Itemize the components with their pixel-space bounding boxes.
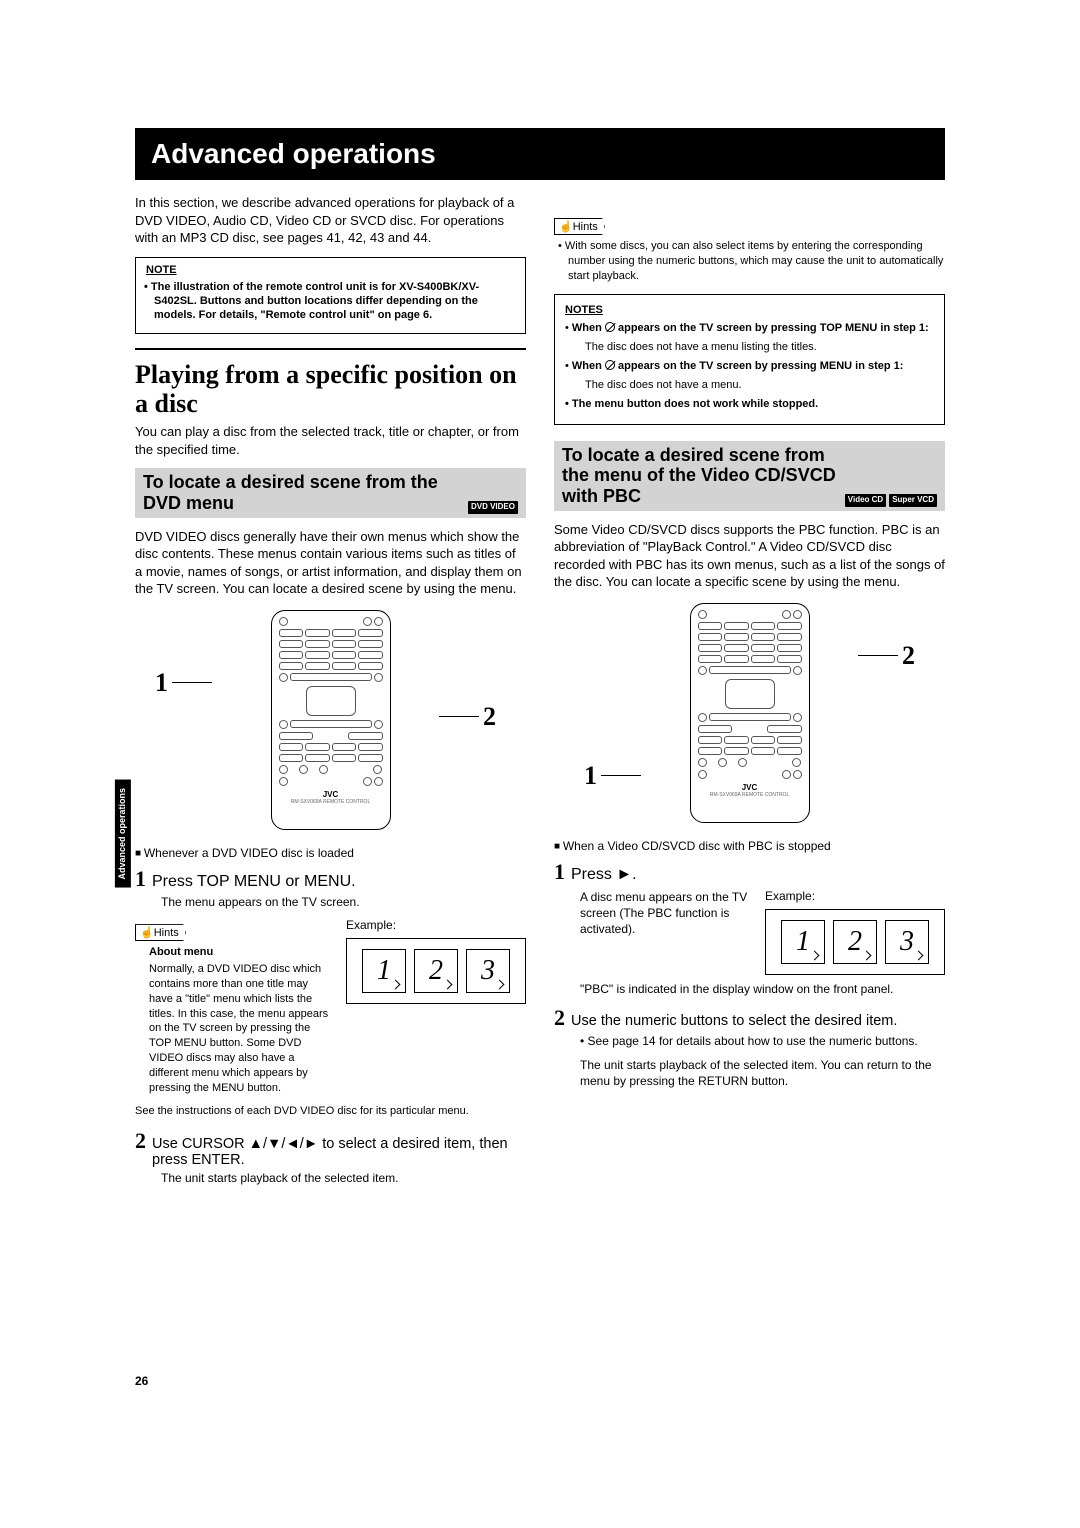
jvc-logo: JVC — [697, 783, 803, 792]
divider — [135, 348, 526, 350]
step-num: 1 — [554, 859, 565, 885]
step-l2: Use CURSOR ▲/▼/◄/► to select a desired i… — [152, 1136, 526, 1168]
h2-sub-left: You can play a disc from the selected tr… — [135, 423, 526, 458]
notes-item: The menu button does not work while stop… — [565, 397, 934, 412]
prohibit-icon — [605, 360, 615, 370]
callout-2: 2 — [483, 702, 496, 732]
subheading-left: To locate a desired scene from the DVD m… — [135, 468, 526, 517]
step-r2-sub2: The unit starts playback of the selected… — [580, 1057, 945, 1089]
notes-item: When appears on the TV screen by pressin… — [565, 359, 934, 374]
step-r1: Press ►. — [571, 866, 637, 884]
example-box: 1 2 3 — [765, 909, 945, 975]
example-cell: 3 — [466, 949, 510, 993]
notes-box: NOTES When appears on the TV screen by p… — [554, 294, 945, 425]
subheading-right: To locate a desired scene from the menu … — [554, 441, 945, 511]
remote-model: RM-SXV069A REMOTE CONTROL — [697, 792, 803, 798]
subheading-text: To locate a desired scene from the DVD m… — [143, 472, 468, 513]
callout-2: 2 — [902, 641, 915, 671]
jvc-logo: JVC — [278, 790, 384, 799]
notes-sub: The disc does not have a menu. — [565, 378, 934, 393]
example-label: Example: — [765, 889, 945, 903]
step-r2: Use the numeric buttons to select the de… — [571, 1013, 897, 1029]
example-cell: 1 — [781, 920, 825, 964]
notes-heading: NOTES — [565, 303, 934, 318]
example-label: Example: — [346, 918, 526, 932]
remote-diagram-right: 2 1 — [554, 603, 945, 823]
step-num: 1 — [135, 866, 146, 892]
subheading-text: To locate a desired scene from the menu … — [562, 445, 845, 507]
side-tab: Advanced operations — [115, 780, 131, 888]
callout-1: 1 — [584, 761, 597, 791]
hints-label: ☝Hints — [554, 218, 605, 235]
page-content: Advanced operations In this section, we … — [0, 0, 1080, 1245]
note-item: The illustration of the remote control u… — [154, 280, 515, 323]
step-r1-sub1: A disc menu appears on the TV screen (Th… — [580, 889, 753, 938]
intro-text: In this section, we describe advanced op… — [135, 194, 526, 247]
badge-svcd: Super VCD — [889, 494, 937, 507]
note-box-1: NOTE The illustration of the remote cont… — [135, 257, 526, 334]
notes-sub: The disc does not have a menu listing th… — [565, 340, 934, 355]
left-column: In this section, we describe advanced op… — [135, 194, 526, 1195]
step-l1: Press TOP MENU or MENU. — [152, 873, 356, 891]
remote-diagram-left: 1 2 — [135, 610, 526, 830]
hints-body-l: Normally, a DVD VIDEO disc which contain… — [149, 962, 334, 1096]
remote-icon: JVC RM-SXV069A REMOTE CONTROL — [690, 603, 810, 823]
step-r2-sub1: See page 14 for details about how to use… — [580, 1033, 945, 1049]
page-number: 26 — [135, 1374, 148, 1388]
hints-body-r: With some discs, you can also select ite… — [568, 239, 945, 284]
example-cell: 2 — [414, 949, 458, 993]
square-lead-left: Whenever a DVD VIDEO disc is loaded — [135, 846, 526, 860]
hints-label: ☝Hints — [135, 924, 186, 941]
example-cell: 3 — [885, 920, 929, 964]
example-box: 1 2 3 — [346, 938, 526, 1004]
badge-vcd: Video CD — [845, 494, 886, 507]
step-num: 2 — [554, 1005, 565, 1031]
square-lead-right: When a Video CD/SVCD disc with PBC is st… — [554, 839, 945, 853]
see-instructions: See the instructions of each DVD VIDEO d… — [135, 1104, 526, 1119]
step-l2-sub: The unit starts playback of the selected… — [161, 1170, 526, 1186]
sect-r-body: Some Video CD/SVCD discs supports the PB… — [554, 521, 945, 591]
step-num: 2 — [135, 1128, 146, 1154]
remote-model: RM-SXV069A REMOTE CONTROL — [278, 799, 384, 805]
step-r1-sub2: "PBC" is indicated in the display window… — [580, 981, 945, 997]
step-l1-sub: The menu appears on the TV screen. — [161, 894, 526, 910]
remote-icon: JVC RM-SXV069A REMOTE CONTROL — [271, 610, 391, 830]
badge-dvd: DVD VIDEO — [468, 501, 518, 514]
example-cell: 2 — [833, 920, 877, 964]
prohibit-icon — [605, 322, 615, 332]
sect-l-body: DVD VIDEO discs generally have their own… — [135, 528, 526, 598]
right-column: ☝Hints With some discs, you can also sel… — [554, 194, 945, 1195]
hints-title: About menu — [149, 945, 334, 960]
example-cell: 1 — [362, 949, 406, 993]
callout-1: 1 — [155, 668, 168, 698]
note-heading: NOTE — [146, 264, 515, 276]
page-title-bar: Advanced operations — [135, 128, 945, 180]
section-h2-left: Playing from a specific position on a di… — [135, 360, 526, 420]
notes-item: When appears on the TV screen by pressin… — [565, 321, 934, 336]
